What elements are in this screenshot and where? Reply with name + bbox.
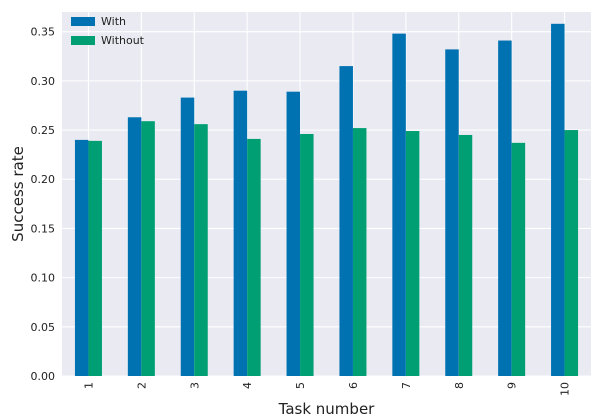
y-tick-label: 0.05 (31, 321, 56, 334)
y-tick-label: 0.10 (31, 272, 56, 285)
legend-swatch-without (71, 36, 95, 45)
bar-without (458, 134, 473, 376)
x-axis-label: Task number (278, 400, 376, 418)
y-tick-label: 0.20 (31, 173, 56, 186)
x-tick-label: 4 (241, 382, 254, 389)
x-tick-label: 6 (347, 382, 360, 389)
bar-without (405, 131, 420, 376)
x-tick-label: 1 (82, 382, 95, 389)
bar-with (233, 90, 248, 377)
y-axis-ticks: 0.00 0.05 0.10 0.15 0.20 0.25 0.30 0.35 (31, 26, 56, 383)
bar-with (498, 40, 512, 377)
x-tick-label: 8 (453, 382, 466, 389)
y-tick-label: 0.15 (31, 222, 56, 235)
x-tick-label: 7 (400, 382, 413, 389)
y-tick-label: 0.35 (31, 26, 56, 39)
legend-label-with: With (101, 15, 126, 28)
bar-without (194, 124, 208, 376)
bar-with (551, 23, 565, 376)
legend: With Without (71, 15, 145, 47)
x-tick-label: 5 (294, 382, 307, 389)
x-tick-label: 2 (135, 382, 148, 389)
x-tick-label: 3 (188, 382, 201, 389)
bar-with (180, 97, 195, 377)
bar-without (352, 128, 367, 376)
bar-without (141, 121, 155, 376)
bar-with (286, 91, 301, 376)
x-axis-ticks: 1 2 3 4 5 6 7 8 9 10 (82, 382, 571, 396)
y-tick-label: 0.25 (31, 124, 56, 137)
bar-with (445, 49, 459, 376)
bar-with (392, 33, 406, 376)
y-tick-label: 0.30 (31, 75, 56, 88)
legend-swatch-with (71, 17, 95, 26)
legend-label-without: Without (101, 34, 145, 47)
bar-without (247, 138, 261, 376)
bar-with (127, 117, 142, 376)
x-tick-label: 10 (559, 382, 572, 396)
bars (74, 23, 579, 377)
y-tick-label: 0.00 (31, 370, 56, 383)
y-axis-label: Success rate (9, 146, 27, 242)
bar-without (88, 140, 102, 376)
bar-with (339, 66, 353, 377)
bar-without (300, 133, 314, 376)
bar-without (511, 142, 526, 376)
x-tick-label: 9 (506, 382, 519, 389)
bar-with (74, 139, 89, 376)
bar-without (564, 130, 579, 376)
